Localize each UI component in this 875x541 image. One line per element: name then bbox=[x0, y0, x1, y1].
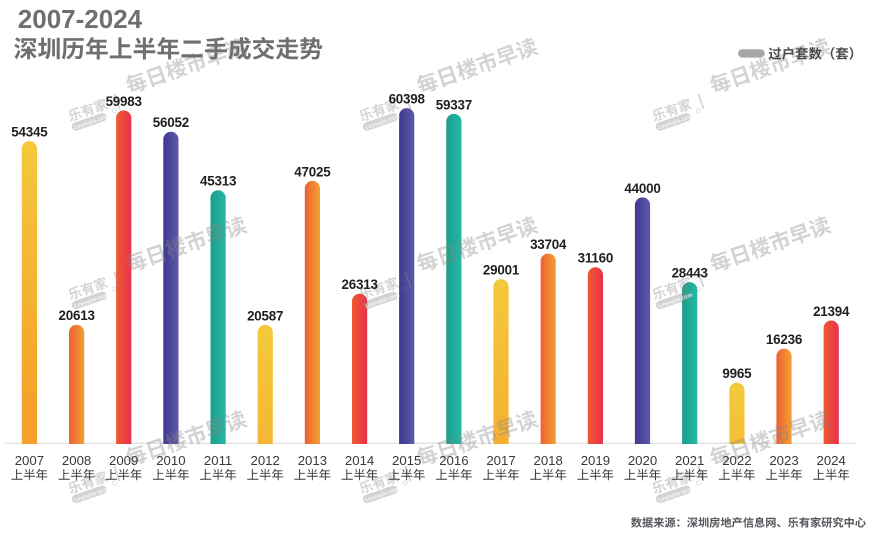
svg-text:59983: 59983 bbox=[106, 94, 142, 109]
svg-text:2020: 2020 bbox=[628, 453, 657, 468]
svg-text:44000: 44000 bbox=[624, 181, 660, 196]
svg-text:16236: 16236 bbox=[766, 332, 802, 347]
svg-text:20587: 20587 bbox=[247, 308, 283, 323]
svg-text:2010: 2010 bbox=[156, 453, 185, 468]
svg-text:60398: 60398 bbox=[389, 92, 426, 107]
svg-text:2012: 2012 bbox=[251, 453, 280, 468]
svg-text:29001: 29001 bbox=[483, 263, 520, 278]
svg-text:54345: 54345 bbox=[11, 125, 48, 140]
svg-text:2019: 2019 bbox=[581, 453, 610, 468]
svg-text:28443: 28443 bbox=[672, 266, 708, 281]
svg-text:2015: 2015 bbox=[392, 453, 421, 468]
svg-text:2014: 2014 bbox=[345, 453, 374, 468]
svg-text:2016: 2016 bbox=[439, 453, 468, 468]
svg-text:45313: 45313 bbox=[200, 174, 236, 189]
svg-text:2021: 2021 bbox=[675, 453, 704, 468]
svg-text:2023: 2023 bbox=[769, 453, 798, 468]
svg-text:2007-2024: 2007-2024 bbox=[18, 4, 143, 34]
svg-text:2022: 2022 bbox=[722, 453, 751, 468]
svg-text:2013: 2013 bbox=[298, 453, 327, 468]
svg-text:9965: 9965 bbox=[722, 366, 752, 381]
svg-text:2018: 2018 bbox=[534, 453, 563, 468]
svg-text:59337: 59337 bbox=[436, 97, 472, 112]
svg-text:2007: 2007 bbox=[15, 453, 44, 468]
svg-text:2024: 2024 bbox=[817, 453, 846, 468]
svg-text:31160: 31160 bbox=[578, 251, 614, 266]
svg-text:33704: 33704 bbox=[530, 237, 567, 252]
svg-text:2011: 2011 bbox=[204, 453, 232, 468]
svg-text:21394: 21394 bbox=[813, 304, 850, 319]
svg-text:2008: 2008 bbox=[62, 453, 91, 468]
svg-text:2017: 2017 bbox=[486, 453, 515, 468]
svg-text:47025: 47025 bbox=[294, 164, 331, 179]
svg-text:20613: 20613 bbox=[58, 308, 94, 323]
svg-text:56052: 56052 bbox=[153, 115, 189, 130]
svg-text:26313: 26313 bbox=[341, 277, 377, 292]
svg-text:2009: 2009 bbox=[109, 453, 138, 468]
